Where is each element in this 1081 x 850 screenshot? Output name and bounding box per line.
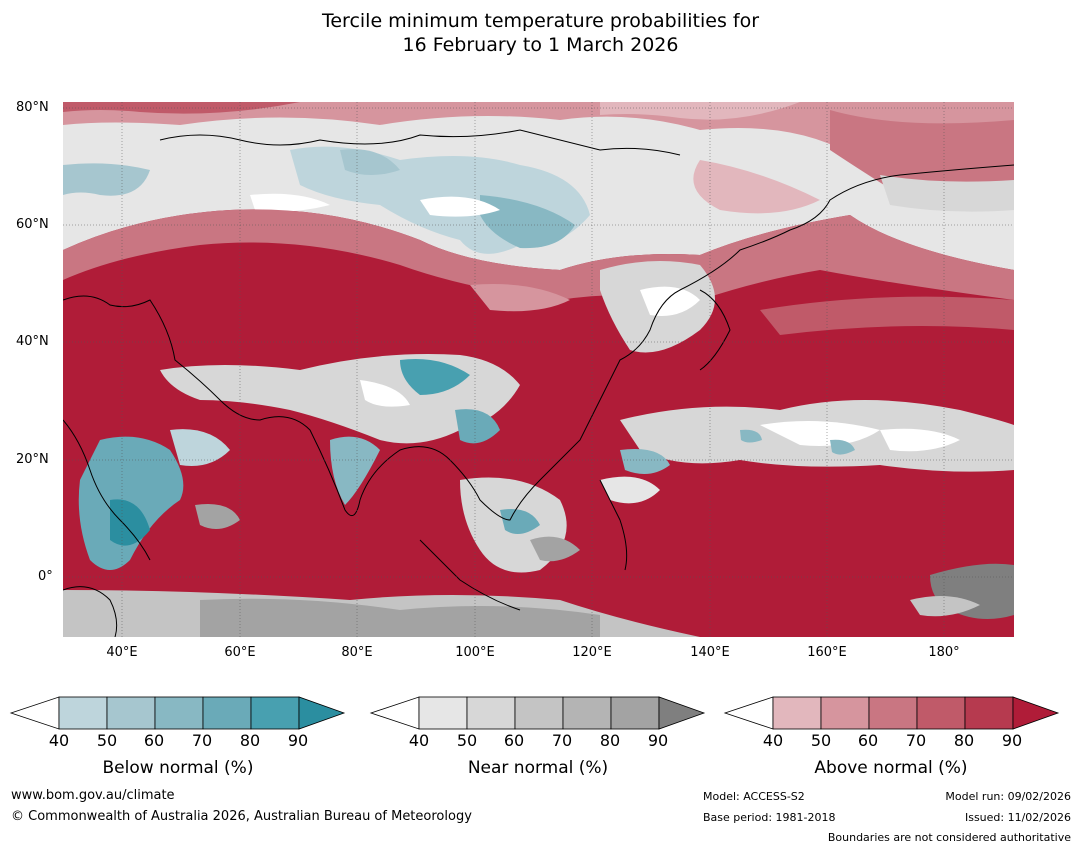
colorbar-bin xyxy=(562,696,612,730)
lat-label-20n: 20°N xyxy=(16,452,49,467)
colorbar-extend-low xyxy=(723,696,774,730)
coastlines xyxy=(63,129,1014,637)
tick-label: 90 xyxy=(287,731,309,750)
tick-label: 40 xyxy=(48,731,70,750)
colorbar-bin xyxy=(772,696,822,730)
tick-label: 60 xyxy=(857,731,879,750)
tick-label: 90 xyxy=(647,731,669,750)
colorbar-extend-low xyxy=(9,696,60,730)
colorbar-above-normal xyxy=(723,696,1060,730)
colorbar-bin xyxy=(868,696,918,730)
issued-date: Issued: 11/02/2026 xyxy=(964,811,1071,824)
tick-label: 80 xyxy=(599,731,621,750)
colorbar-bin xyxy=(250,696,300,730)
lon-label-140e: 140°E xyxy=(690,645,730,660)
chart-title-line1: Tercile minimum temperature probabilitie… xyxy=(321,10,760,32)
tick-label: 50 xyxy=(810,731,832,750)
gridlines xyxy=(63,102,1014,637)
lon-label-120e: 120°E xyxy=(572,645,612,660)
lat-label-80n: 80°N xyxy=(16,100,49,115)
lon-label-40e: 40°E xyxy=(106,645,138,660)
map-fields xyxy=(63,102,1014,637)
colorbar-below-normal xyxy=(9,696,346,730)
colorbar-bin xyxy=(154,696,204,730)
colorbar-extend-low xyxy=(369,696,420,730)
lon-label-100e: 100°E xyxy=(455,645,495,660)
tick-label: 80 xyxy=(953,731,975,750)
tick-label: 40 xyxy=(408,731,430,750)
above-normal-arctic xyxy=(63,102,1014,160)
lon-label-60e: 60°E xyxy=(224,645,256,660)
colorbar-bin xyxy=(916,696,966,730)
colorbar-bin xyxy=(964,696,1014,730)
colorbar-extend-high xyxy=(1012,696,1060,730)
tick-label: 50 xyxy=(456,731,478,750)
tick-label: 70 xyxy=(905,731,927,750)
lon-label-180: 180° xyxy=(928,645,960,660)
colorbar-bin xyxy=(106,696,156,730)
lat-label-0: 0° xyxy=(38,569,53,584)
colorbar-extend-high xyxy=(298,696,346,730)
colorbar-bin xyxy=(820,696,870,730)
colorbar-bin xyxy=(466,696,516,730)
below-normal-tibet xyxy=(400,359,470,395)
tick-label: 90 xyxy=(1001,731,1023,750)
colorbar-label-below: Below normal (%) xyxy=(102,758,254,778)
colorbar-bin xyxy=(418,696,468,730)
lat-label-60n: 60°N xyxy=(16,217,49,232)
lat-label-40n: 40°N xyxy=(16,334,49,349)
model-run: Model run: 09/02/2026 xyxy=(945,790,1071,803)
website-link[interactable]: www.bom.gov.au/climate xyxy=(11,788,175,803)
model-info: Model: ACCESS-S2 xyxy=(703,790,805,803)
tick-label: 70 xyxy=(551,731,573,750)
base-period: Base period: 1981-2018 xyxy=(703,811,836,824)
colorbar-label-near: Near normal (%) xyxy=(467,758,609,778)
colorbar-bin xyxy=(514,696,564,730)
colorbar-bin xyxy=(58,696,108,730)
colorbar-label-above: Above normal (%) xyxy=(814,758,968,778)
copyright: © Commonwealth of Australia 2026, Austra… xyxy=(11,809,472,824)
tick-label: 40 xyxy=(762,731,784,750)
boundaries-disclaimer: Boundaries are not considered authoritat… xyxy=(827,831,1071,844)
tick-label: 70 xyxy=(191,731,213,750)
colorbar-extend-high xyxy=(658,696,706,730)
tick-label: 50 xyxy=(96,731,118,750)
lon-label-160e: 160°E xyxy=(807,645,847,660)
tick-label: 60 xyxy=(503,731,525,750)
chart-title-line2: 16 February to 1 March 2026 xyxy=(402,34,679,56)
colorbar-bin xyxy=(610,696,660,730)
lon-label-80e: 80°E xyxy=(341,645,373,660)
tick-label: 80 xyxy=(239,731,261,750)
colorbar-bin xyxy=(202,696,252,730)
colorbar-near-normal xyxy=(369,696,706,730)
probability-map xyxy=(63,102,1014,637)
tick-label: 60 xyxy=(143,731,165,750)
